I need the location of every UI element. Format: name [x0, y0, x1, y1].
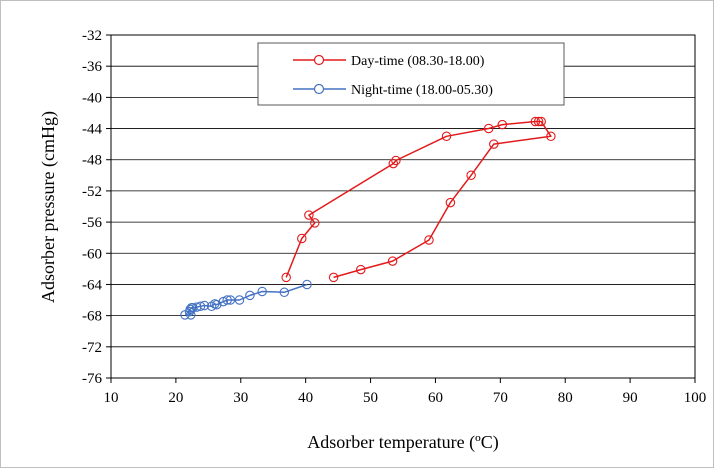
x-tick-label: 90: [623, 390, 638, 406]
y-axis-ticks: -32 -36 -40 -44 -48 -52 -56 -60 -64 -68 -72 -76: [82, 28, 111, 387]
x-tick-label: 80: [558, 390, 573, 406]
legend-night-label: Night-time (18.00-05.30): [351, 83, 493, 98]
day-time-point: [304, 210, 314, 220]
day-time-point: [297, 233, 307, 244]
night-time-point: [234, 295, 245, 305]
y-tick-label: -64: [82, 277, 102, 293]
x-tick-label: 40: [298, 390, 313, 406]
legend-box: [257, 42, 565, 106]
day-time-point: [489, 139, 499, 149]
y-axis-label: Adsorber pressure (cmHg): [38, 111, 59, 303]
night-time-point: [225, 295, 236, 305]
night-time-point: [210, 299, 220, 309]
legend-day-marker: [313, 54, 325, 66]
x-tick-label: 20: [168, 390, 183, 406]
night-time-point: [279, 287, 290, 298]
y-tick-label: -44: [82, 122, 102, 138]
series-layer: [180, 116, 556, 320]
day-time-point: [281, 272, 291, 283]
y-tick-label: -56: [82, 215, 102, 231]
x-tick-label: 100: [684, 390, 707, 406]
day-time-point: [441, 131, 452, 142]
x-tick-label: 30: [233, 390, 248, 406]
night-time-point: [245, 290, 255, 301]
day-time-point: [387, 256, 398, 266]
legend-day-label: Day-time (08.30-18.00): [351, 54, 485, 69]
day-time-point: [310, 218, 320, 228]
night-time-point: [257, 286, 267, 297]
x-tick-label: 50: [363, 390, 378, 406]
y-tick-label: -36: [82, 59, 102, 75]
night-time-point: [180, 310, 190, 320]
day-time-point: [424, 235, 434, 245]
day-time-point: [546, 131, 556, 142]
night-time-point: [191, 302, 202, 312]
day-time-point: [466, 170, 476, 181]
y-tick-label: -52: [82, 184, 102, 200]
day-time-point: [530, 116, 541, 127]
legend: Day-time (08.30-18.00) Night-time (18.00…: [257, 42, 565, 106]
day-time-point: [388, 158, 399, 169]
y-tick-label: -76: [82, 371, 102, 387]
y-tick-label: -40: [82, 90, 102, 106]
y-tick-label: -48: [82, 153, 102, 169]
x-tick-label: 70: [493, 390, 508, 406]
night-time-series-line: [185, 283, 308, 316]
x-axis-label: Adsorber temperature (ºC): [307, 432, 499, 453]
y-tick-label: -72: [82, 340, 102, 356]
night-time-point: [206, 301, 217, 312]
night-time-point: [186, 310, 196, 320]
y-tick-label: -68: [82, 309, 102, 325]
grid-lines: [111, 65, 695, 348]
x-tick-label: 60: [428, 390, 443, 406]
day-time-point: [445, 197, 456, 208]
day-time-point: [391, 155, 401, 166]
day-time-series-line: [285, 120, 552, 279]
plot-area: [110, 34, 696, 379]
legend-night-marker: [313, 83, 325, 95]
day-time-point: [356, 264, 366, 275]
day-time-point: [533, 116, 544, 127]
day-time-point: [536, 116, 546, 127]
x-axis-ticks: 10 20 30 40 50 60 70 80 90 100: [104, 378, 707, 406]
y-tick-label: -60: [82, 246, 102, 262]
night-time-point: [302, 279, 312, 290]
x-tick-label: 10: [104, 390, 119, 406]
day-time-point: [483, 123, 494, 134]
y-tick-label: -32: [82, 28, 102, 44]
day-time-point: [497, 119, 508, 130]
day-time-point: [328, 272, 339, 283]
